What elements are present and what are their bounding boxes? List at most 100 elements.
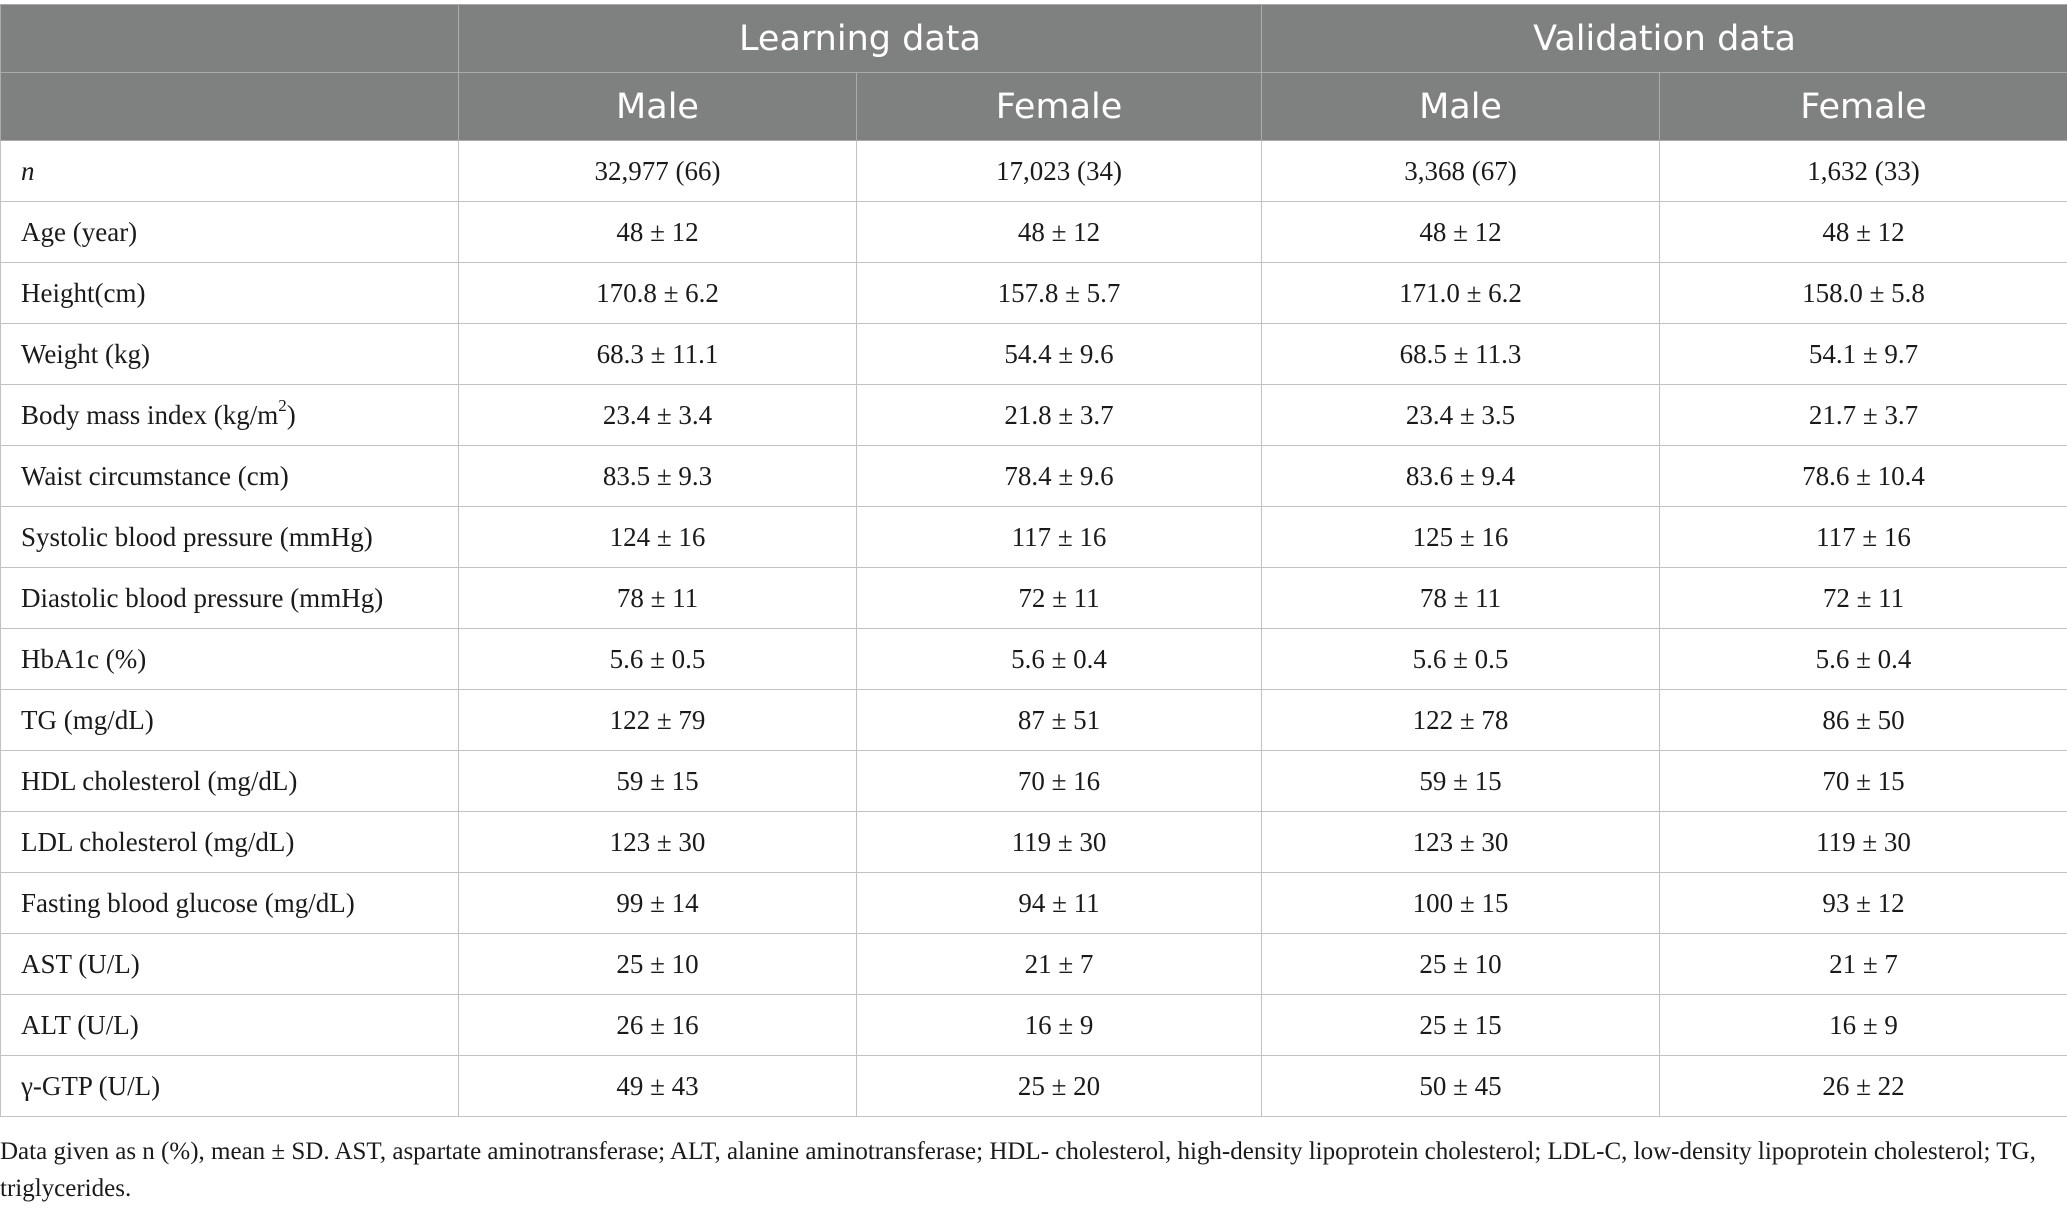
table-cell: 49 ± 43 xyxy=(458,1055,857,1117)
header-learning-male: Male xyxy=(458,72,857,141)
table-container: Learning data Validation data Male Femal… xyxy=(0,4,2067,1117)
header-learning-female: Female xyxy=(855,72,1263,141)
row-label-text: AST (U/L) xyxy=(21,948,140,979)
table-cell: 26 ± 16 xyxy=(458,994,857,1056)
row-label-text: TG (mg/dL) xyxy=(21,704,154,735)
row-label: AST (U/L) xyxy=(0,933,459,995)
table-cell: 48 ± 12 xyxy=(1659,201,2067,263)
row-label-text: HDL cholesterol (mg/dL) xyxy=(21,765,298,796)
table-row: Weight (kg) 68.3 ± 11.1 54.4 ± 9.6 68.5 ± 1… xyxy=(0,323,2067,385)
table-body: n 32,977 (66) 17,023 (34) 3,368 (67) 1,632 (… xyxy=(0,140,2067,1117)
row-label-text: Height(cm) xyxy=(21,277,146,308)
table-row: TG (mg/dL) 122 ± 79 87 ± 51 122 ± 78 86 ± 50 xyxy=(0,689,2067,751)
table-cell: 70 ± 16 xyxy=(855,750,1263,812)
table-cell: 48 ± 12 xyxy=(855,201,1263,263)
row-label: HDL cholesterol (mg/dL) xyxy=(0,750,459,812)
row-label-text: Weight (kg) xyxy=(21,338,151,369)
table-row: Systolic blood pressure (mmHg) 124 ± 16 11… xyxy=(0,506,2067,568)
table-cell: 48 ± 12 xyxy=(458,201,857,263)
table-cell: 5.6 ± 0.5 xyxy=(1261,628,1661,690)
table-cell: 1,632 (33) xyxy=(1659,140,2067,202)
table-cell: 17,023 (34) xyxy=(855,140,1263,202)
row-label: TG (mg/dL) xyxy=(0,689,459,751)
table-cell: 86 ± 50 xyxy=(1659,689,2067,751)
table-cell: 68.3 ± 11.1 xyxy=(458,323,857,385)
table-cell: 5.6 ± 0.5 xyxy=(458,628,857,690)
table-cell: 93 ± 12 xyxy=(1659,872,2067,934)
row-label-text: Fasting blood glucose (mg/dL) xyxy=(21,887,355,918)
row-label-text: LDL cholesterol (mg/dL) xyxy=(21,826,295,857)
table-cell: 25 ± 20 xyxy=(855,1055,1263,1117)
table-cell: 23.4 ± 3.5 xyxy=(1261,384,1661,446)
table-row: Height(cm) 170.8 ± 6.2 157.8 ± 5.7 171.0 ± … xyxy=(0,262,2067,324)
table-cell: 100 ± 15 xyxy=(1261,872,1661,934)
row-label-text: Systolic blood pressure (mmHg) xyxy=(21,521,373,552)
table-cell: 3,368 (67) xyxy=(1261,140,1661,202)
row-label-superscript: 2 xyxy=(278,395,287,415)
row-label: γ-GTP (U/L) xyxy=(0,1055,459,1117)
table-cell: 25 ± 15 xyxy=(1261,994,1661,1056)
table-cell: 68.5 ± 11.3 xyxy=(1261,323,1661,385)
table-cell: 94 ± 11 xyxy=(855,872,1263,934)
table-row: Body mass index (kg/m2) 23.4 ± 3.4 21.8 ± … xyxy=(0,384,2067,446)
table-cell: 83.6 ± 9.4 xyxy=(1261,445,1661,507)
table-cell: 171.0 ± 6.2 xyxy=(1261,262,1661,324)
table-cell: 99 ± 14 xyxy=(458,872,857,934)
table-cell: 21.7 ± 3.7 xyxy=(1659,384,2067,446)
row-label-text: Waist circumstance (cm) xyxy=(21,460,289,491)
table-cell: 170.8 ± 6.2 xyxy=(458,262,857,324)
row-label-text: ALT (U/L) xyxy=(21,1009,139,1040)
table-cell: 122 ± 79 xyxy=(458,689,857,751)
table-cell: 59 ± 15 xyxy=(1261,750,1661,812)
table-cell: 123 ± 30 xyxy=(1261,811,1661,873)
row-label-text: γ-GTP (U/L) xyxy=(21,1070,161,1101)
row-label: Fasting blood glucose (mg/dL) xyxy=(0,872,459,934)
table-row: ALT (U/L) 26 ± 16 16 ± 9 25 ± 15 16 ± 9 xyxy=(0,994,2067,1056)
table-cell: 158.0 ± 5.8 xyxy=(1659,262,2067,324)
table-cell: 125 ± 16 xyxy=(1261,506,1661,568)
header-row-groups: Learning data Validation data xyxy=(0,4,2067,73)
table-cell: 78 ± 11 xyxy=(458,567,857,629)
table-row: γ-GTP (U/L) 49 ± 43 25 ± 20 50 ± 45 26 ± 22 xyxy=(0,1055,2067,1117)
row-label: n xyxy=(0,140,459,202)
header-validation-male: Male xyxy=(1261,72,1661,141)
row-label-text: Age (year) xyxy=(21,216,138,247)
table-cell: 78 ± 11 xyxy=(1261,567,1661,629)
table-row: Age (year) 48 ± 12 48 ± 12 48 ± 12 48 ± 12 xyxy=(0,201,2067,263)
header-validation-female: Female xyxy=(1659,72,2067,141)
row-label: ALT (U/L) xyxy=(0,994,459,1056)
table-cell: 21 ± 7 xyxy=(1659,933,2067,995)
table-cell: 54.4 ± 9.6 xyxy=(855,323,1263,385)
table-cell: 50 ± 45 xyxy=(1261,1055,1661,1117)
header-group-validation: Validation data xyxy=(1261,4,2067,73)
table-cell: 72 ± 11 xyxy=(855,567,1263,629)
row-label: HbA1c (%) xyxy=(0,628,459,690)
row-label: Age (year) xyxy=(0,201,459,263)
table-cell: 78.4 ± 9.6 xyxy=(855,445,1263,507)
table-cell: 16 ± 9 xyxy=(855,994,1263,1056)
row-label: LDL cholesterol (mg/dL) xyxy=(0,811,459,873)
table-header: Learning data Validation data Male Femal… xyxy=(0,4,2067,141)
row-label-text: HbA1c (%) xyxy=(21,643,147,674)
table-row: Waist circumstance (cm) 83.5 ± 9.3 78.4 ± … xyxy=(0,445,2067,507)
table-row: AST (U/L) 25 ± 10 21 ± 7 25 ± 10 21 ± 7 xyxy=(0,933,2067,995)
table-cell: 78.6 ± 10.4 xyxy=(1659,445,2067,507)
table-cell: 70 ± 15 xyxy=(1659,750,2067,812)
row-label: Weight (kg) xyxy=(0,323,459,385)
table-cell: 83.5 ± 9.3 xyxy=(458,445,857,507)
baseline-characteristics-table: Learning data Validation data Male Femal… xyxy=(0,4,2067,1117)
row-label-text: n xyxy=(21,155,35,186)
table-cell: 5.6 ± 0.4 xyxy=(1659,628,2067,690)
table-row: n 32,977 (66) 17,023 (34) 3,368 (67) 1,632 (… xyxy=(0,140,2067,202)
table-cell: 5.6 ± 0.4 xyxy=(855,628,1263,690)
row-label-text: Diastolic blood pressure (mmHg) xyxy=(21,582,384,613)
row-label: Waist circumstance (cm) xyxy=(0,445,459,507)
table-row: Diastolic blood pressure (mmHg) 78 ± 11 72… xyxy=(0,567,2067,629)
table-row: LDL cholesterol (mg/dL) 123 ± 30 119 ± 30 1… xyxy=(0,811,2067,873)
table-cell: 87 ± 51 xyxy=(855,689,1263,751)
table-cell: 117 ± 16 xyxy=(1659,506,2067,568)
row-label: Diastolic blood pressure (mmHg) xyxy=(0,567,459,629)
header-group-learning: Learning data xyxy=(457,4,1263,73)
table-cell: 25 ± 10 xyxy=(458,933,857,995)
header-corner-cell xyxy=(0,4,459,73)
